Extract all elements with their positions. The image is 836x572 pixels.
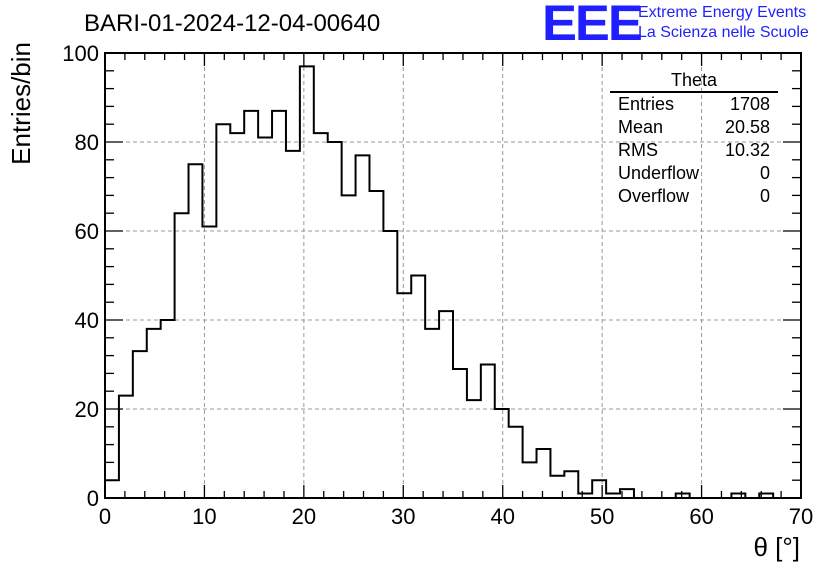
y-tick-label: 40: [75, 308, 99, 333]
stats-label: Mean: [618, 117, 664, 137]
stats-row-overflow: Overflow 0: [610, 185, 778, 208]
stats-row-mean: Mean 20.58: [610, 116, 778, 139]
y-tick-labels: 0 20 40 60 80 100: [62, 41, 99, 511]
axis-ticks: [104, 52, 802, 499]
histogram-line: [104, 65, 801, 499]
y-tick-label: 100: [62, 41, 99, 66]
x-tick-label: 10: [192, 504, 216, 529]
run-title: BARI-01-2024-12-04-00640: [84, 10, 381, 37]
stats-value: 0: [759, 186, 770, 206]
stats-label: Overflow: [618, 186, 690, 206]
x-tick-label: 30: [391, 504, 415, 529]
stats-row-underflow: Underflow 0: [610, 162, 778, 185]
y-tick-label: 80: [75, 130, 99, 155]
logo-subtitle-1: Extreme Energy Events: [638, 4, 807, 21]
x-tick-label: 20: [292, 504, 316, 529]
stats-title: Theta: [610, 70, 778, 93]
logo-subtitle-2: La Scienza nelle Scuole: [638, 24, 809, 41]
stats-row-entries: Entries 1708: [610, 93, 778, 116]
x-axis-title: θ [°]: [753, 532, 800, 562]
stats-value: 20.58: [724, 117, 770, 137]
stats-box: Theta Entries 1708 Mean 20.58 RMS 10.32 …: [610, 70, 778, 208]
y-axis-title: Entries/bin: [6, 42, 36, 165]
x-tick-label: 50: [590, 504, 614, 529]
x-tick-labels: 0 10 20 30 40 50 60 70: [99, 504, 813, 529]
stats-value: 10.32: [724, 140, 770, 160]
stats-label: Underflow: [618, 163, 700, 183]
stats-value: 1708: [729, 94, 770, 114]
x-tick-label: 0: [99, 504, 111, 529]
stats-value: 0: [759, 163, 770, 183]
y-tick-label: 0: [87, 486, 99, 511]
stats-row-rms: RMS 10.32: [610, 139, 778, 162]
grid-lines: [105, 53, 801, 498]
x-tick-label: 70: [789, 504, 813, 529]
y-tick-label: 20: [75, 397, 99, 422]
x-tick-label: 60: [689, 504, 713, 529]
y-tick-label: 60: [75, 219, 99, 244]
eee-logo: EEE: [542, 0, 643, 51]
stats-label: RMS: [618, 140, 658, 160]
plot-frame: [104, 52, 802, 499]
stats-label: Entries: [618, 94, 675, 114]
x-tick-label: 40: [490, 504, 514, 529]
